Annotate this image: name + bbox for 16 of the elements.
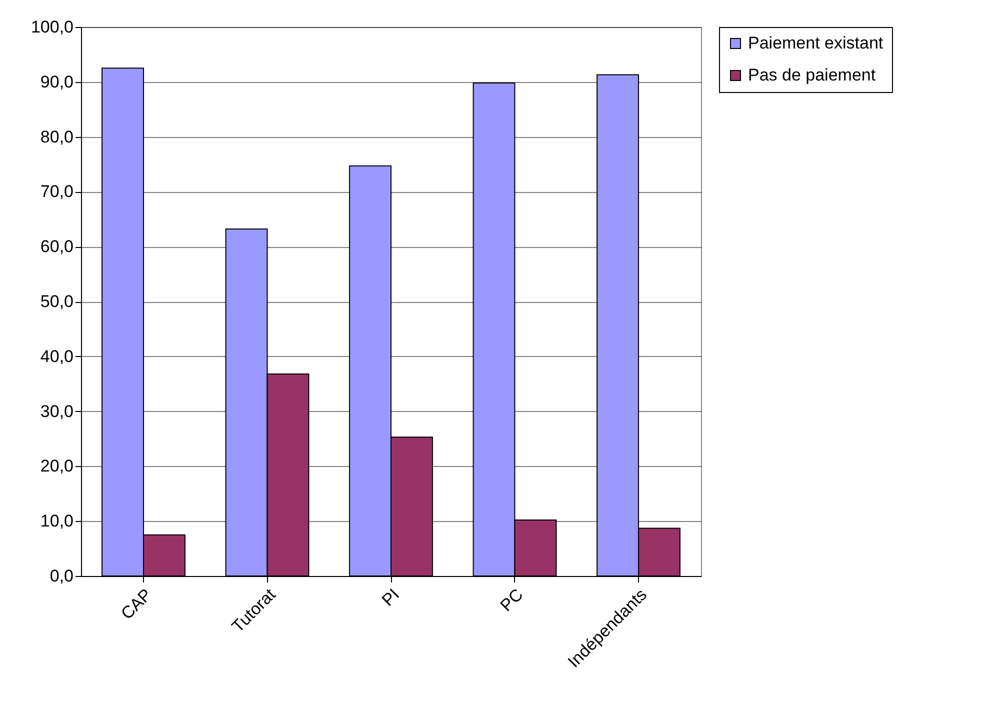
- y-tick-label: 60,0: [40, 237, 74, 256]
- y-tick-label: 40,0: [40, 346, 74, 366]
- y-tick-label: 30,0: [40, 402, 74, 421]
- y-tick-label: 80,0: [40, 127, 74, 146]
- y-tick-label: 70,0: [40, 182, 74, 202]
- y-tick-label: 100,0: [30, 18, 74, 36]
- legend-label: Pas de paiement: [748, 66, 876, 84]
- y-tick-label: 0,0: [50, 566, 74, 586]
- y-tick-label: 50,0: [40, 292, 74, 311]
- y-tick-label: 10,0: [40, 512, 74, 531]
- x-tick-label: CAP: [117, 585, 156, 624]
- x-tick-label: PC: [496, 585, 527, 616]
- legend-label: Paiement existant: [748, 34, 884, 52]
- x-tick-label: PI: [378, 585, 404, 610]
- y-tick-label: 90,0: [40, 72, 74, 92]
- y-tick-label: 20,0: [40, 456, 74, 476]
